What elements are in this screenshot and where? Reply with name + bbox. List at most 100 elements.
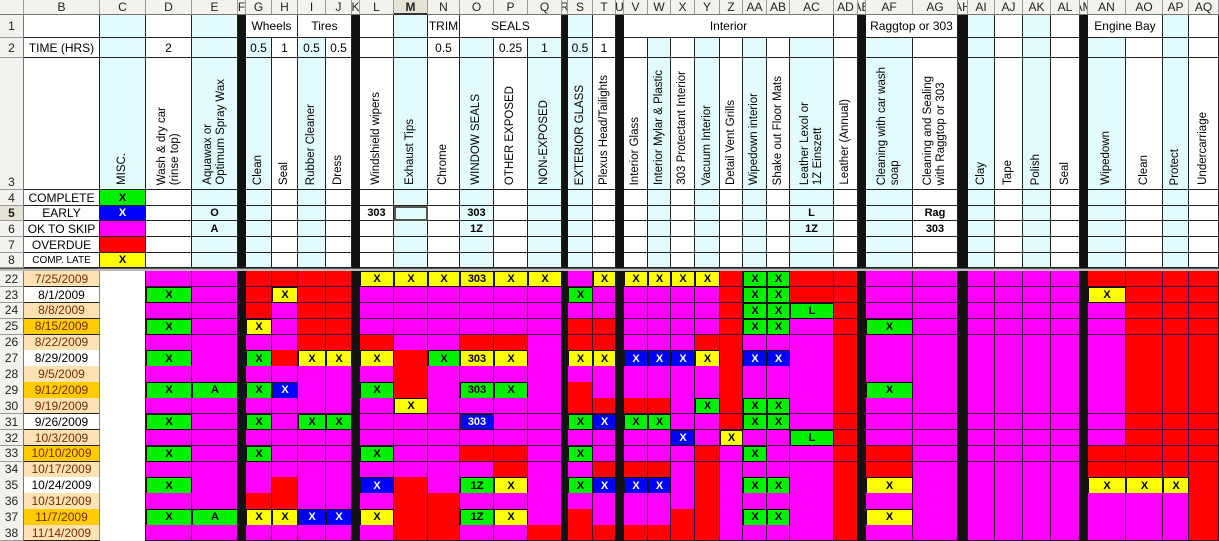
schedule-cell-y31[interactable] (695, 413, 720, 431)
cell-t7[interactable] (593, 237, 616, 253)
schedule-cell-h29[interactable]: X (272, 382, 298, 399)
schedule-cell-ai29[interactable] (968, 382, 995, 399)
schedule-cell-ap26[interactable] (1163, 334, 1189, 351)
row-header-1[interactable]: 1 (0, 15, 24, 38)
schedule-cell-e38[interactable] (192, 525, 238, 541)
schedule-cell-ac24[interactable]: L (790, 302, 834, 320)
column-header-v[interactable]: V (624, 0, 648, 15)
schedule-cell-ab24[interactable]: X (767, 302, 790, 320)
schedule-cell-ao23[interactable] (1126, 286, 1163, 304)
schedule-cell-h36[interactable] (272, 493, 298, 510)
schedule-cell-i25[interactable] (298, 318, 326, 336)
cell-m7[interactable] (394, 237, 428, 253)
schedule-cell-af33[interactable] (866, 445, 913, 463)
column-header-aj[interactable]: AJ (995, 0, 1023, 15)
schedule-cell-ai25[interactable] (968, 318, 995, 336)
schedule-cell-ab23[interactable]: X (767, 286, 790, 304)
schedule-cell-z24[interactable] (720, 302, 743, 320)
cell-ad6[interactable] (834, 221, 858, 237)
schedule-cell-q24[interactable] (528, 302, 562, 320)
schedule-cell-t26[interactable] (593, 334, 616, 351)
schedule-cell-af25[interactable]: X (866, 318, 913, 336)
schedule-cell-i36[interactable] (298, 493, 326, 510)
schedule-cell-p36[interactable] (494, 493, 528, 510)
schedule-cell-w29[interactable] (648, 382, 671, 399)
schedule-cell-aa28[interactable] (743, 366, 767, 383)
schedule-cell-j26[interactable] (326, 334, 352, 351)
schedule-cell-v23[interactable] (624, 286, 648, 304)
schedule-cell-n33[interactable] (428, 445, 460, 463)
schedule-cell-n22[interactable]: X (428, 271, 460, 288)
schedule-cell-h28[interactable] (272, 366, 298, 383)
schedule-cell-ab26[interactable] (767, 334, 790, 351)
cell-g4[interactable] (246, 190, 272, 206)
schedule-cell-x34[interactable] (671, 461, 695, 478)
schedule-cell-ac38[interactable] (790, 525, 834, 541)
schedule-cell-v28[interactable] (624, 366, 648, 383)
cell-aa4[interactable] (743, 190, 767, 206)
schedule-cell-n32[interactable] (428, 429, 460, 447)
cell-g7[interactable] (246, 237, 272, 253)
schedule-cell-h37[interactable]: X (272, 509, 298, 526)
schedule-cell-p32[interactable] (494, 429, 528, 447)
schedule-cell-ai27[interactable] (968, 350, 995, 367)
schedule-cell-aq23[interactable] (1189, 286, 1219, 304)
schedule-cell-p27[interactable]: X (494, 350, 528, 367)
column-header-f[interactable]: F (238, 0, 246, 15)
date-cell[interactable]: 8/1/2009 (24, 286, 100, 304)
cell-al1[interactable] (1051, 15, 1080, 38)
cell-ac2[interactable] (790, 38, 834, 58)
schedule-cell-o36[interactable] (460, 493, 494, 510)
cell-l8[interactable] (360, 253, 394, 268)
row-header-29[interactable]: 29 (0, 382, 24, 399)
schedule-cell-n31[interactable] (428, 413, 460, 431)
schedule-cell-h25[interactable] (272, 318, 298, 336)
schedule-cell-i29[interactable] (298, 382, 326, 399)
schedule-cell-aj38[interactable] (995, 525, 1023, 541)
schedule-cell-x28[interactable] (671, 366, 695, 383)
cell-j7[interactable] (326, 237, 352, 253)
cell-ab7[interactable] (767, 237, 790, 253)
schedule-cell-ai30[interactable] (968, 398, 995, 415)
cell-aq8[interactable] (1189, 253, 1219, 268)
schedule-cell-af31[interactable] (866, 413, 913, 431)
cell-p5[interactable] (494, 206, 528, 221)
schedule-cell-ai36[interactable] (968, 493, 995, 510)
schedule-cell-w24[interactable] (648, 302, 671, 320)
cell-aj4[interactable] (995, 190, 1023, 206)
schedule-cell-y22[interactable]: X (695, 271, 720, 288)
cell-ac4[interactable] (790, 190, 834, 206)
cell-aq4[interactable] (1189, 190, 1219, 206)
schedule-cell-p30[interactable] (494, 398, 528, 415)
schedule-cell-y25[interactable] (695, 318, 720, 336)
schedule-cell-ao25[interactable] (1126, 318, 1163, 336)
schedule-cell-p26[interactable] (494, 334, 528, 351)
schedule-cell-l34[interactable] (360, 461, 394, 478)
schedule-cell-g38[interactable] (246, 525, 272, 541)
schedule-cell-y37[interactable] (695, 509, 720, 526)
schedule-cell-g32[interactable] (246, 429, 272, 447)
cell-z7[interactable] (720, 237, 743, 253)
schedule-cell-aq25[interactable] (1189, 318, 1219, 336)
schedule-cell-ag35[interactable] (913, 477, 958, 494)
schedule-cell-i24[interactable] (298, 302, 326, 320)
schedule-cell-al35[interactable] (1051, 477, 1080, 494)
column-header-r[interactable]: R (562, 0, 568, 15)
schedule-cell-s31[interactable]: X (568, 413, 593, 431)
row-header-37[interactable]: 37 (0, 509, 24, 526)
schedule-cell-g27[interactable]: X (246, 350, 272, 367)
cell-e8[interactable] (192, 253, 238, 268)
schedule-cell-al26[interactable] (1051, 334, 1080, 351)
cell-ai6[interactable] (968, 221, 995, 237)
schedule-cell-s32[interactable] (568, 429, 593, 447)
schedule-cell-q25[interactable] (528, 318, 562, 336)
schedule-cell-an28[interactable] (1088, 366, 1126, 383)
row-header-23[interactable]: 23 (0, 286, 24, 304)
cell-x5[interactable] (671, 206, 695, 221)
schedule-cell-d23[interactable]: X (146, 286, 192, 304)
schedule-cell-ab35[interactable]: X (767, 477, 790, 494)
schedule-cell-ak33[interactable] (1023, 445, 1051, 463)
cell-ab2[interactable] (767, 38, 790, 58)
schedule-cell-an27[interactable] (1088, 350, 1126, 367)
date-cell[interactable]: 10/10/2009 (24, 445, 100, 463)
